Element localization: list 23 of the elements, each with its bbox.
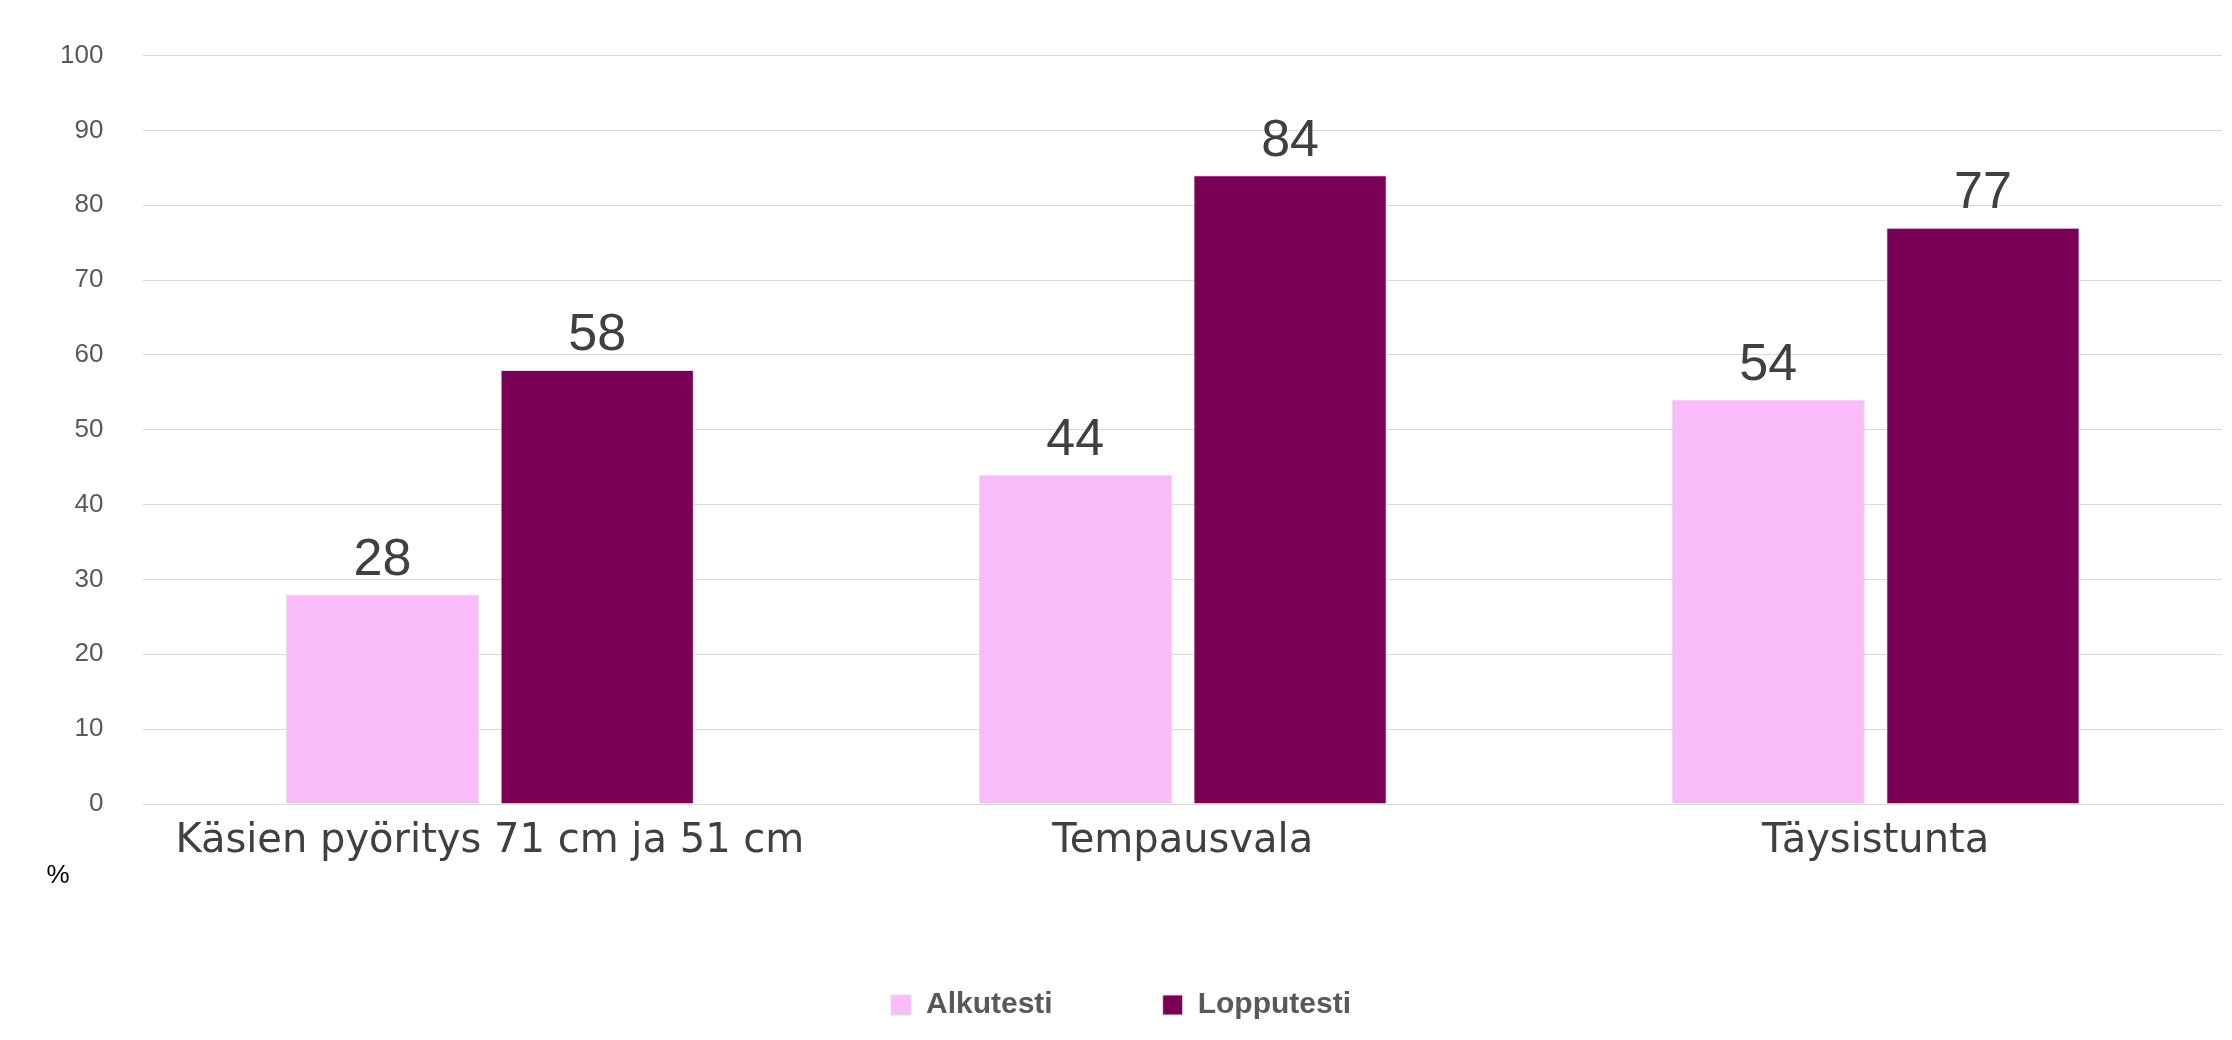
y-tick-label: 40 (74, 487, 104, 518)
x-tick-label: Täysistunta (1760, 815, 1990, 862)
y-tick-label: 60 (74, 338, 104, 369)
y-tick-label: 30 (74, 562, 104, 593)
y-tick-label: 80 (74, 188, 104, 219)
x-tick-label: Tempausvala (1051, 815, 1314, 862)
legend-label: Alkutesti (926, 986, 1053, 1020)
x-tick-label: Käsien pyöritys 71 cm ja 51 cm (175, 815, 805, 862)
y-tick-label: 10 (74, 712, 104, 743)
data-label: 44 (1046, 408, 1105, 467)
y-tick-label: 90 (74, 113, 104, 144)
y-tick-label: 70 (74, 263, 104, 294)
data-label: 84 (1261, 108, 1320, 167)
y-axis-title: % (46, 859, 70, 890)
data-label: 58 (568, 303, 627, 362)
data-label: 28 (353, 527, 412, 586)
y-tick-label: 100 (59, 38, 104, 69)
data-label: 54 (1739, 333, 1798, 392)
y-tick-label: 0 (88, 787, 104, 818)
data-label: 77 (1954, 161, 2012, 220)
legend-label: Lopputesti (1197, 986, 1351, 1020)
y-tick-label: 50 (74, 412, 104, 443)
y-tick-label: 20 (74, 637, 104, 668)
